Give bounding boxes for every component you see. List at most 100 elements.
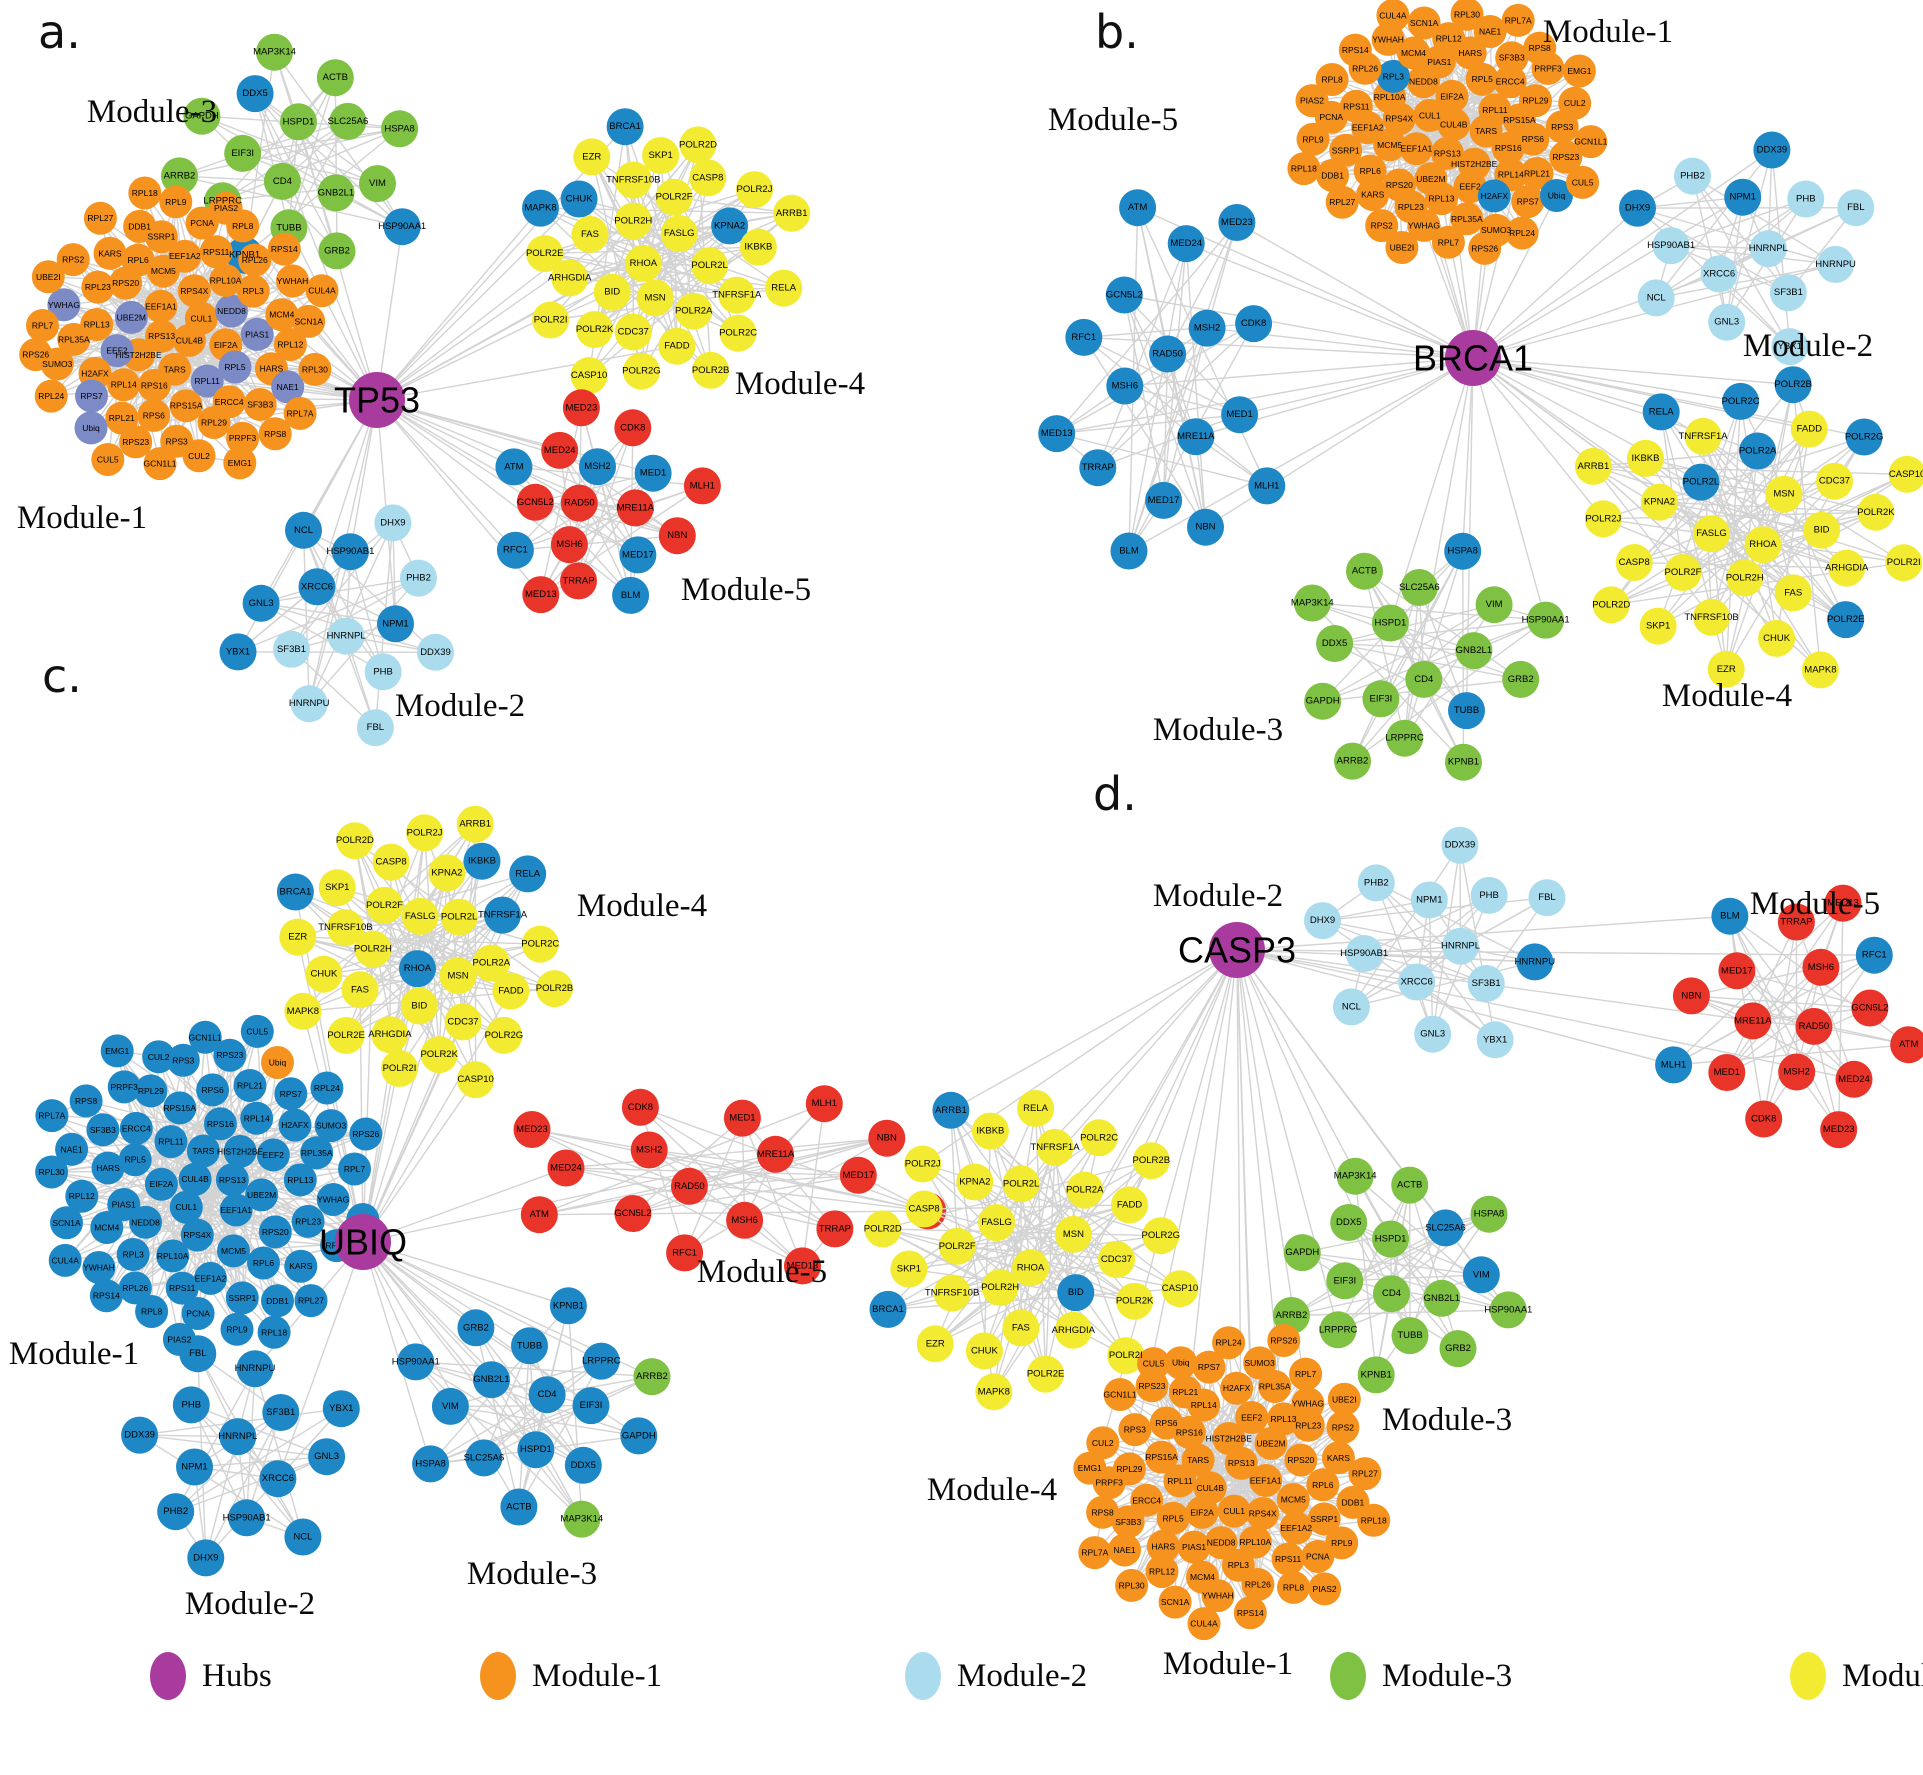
node-RPS23 (213, 1038, 247, 1072)
node-EEF1A1 (144, 289, 178, 323)
hub-label-UBIQ: UBIQ (319, 1222, 407, 1263)
node-RPL7A (1078, 1536, 1112, 1570)
node-POLR2C (521, 925, 559, 963)
hub-edge (1472, 357, 1810, 430)
node-SKP1 (890, 1250, 928, 1288)
node-PIAS2 (1295, 84, 1329, 118)
edge (295, 891, 555, 990)
hubs-swatch (150, 1652, 186, 1700)
hub-edge (1236, 949, 1417, 983)
edge (518, 1360, 602, 1508)
node-FBL (1528, 879, 1566, 917)
node-RPL27 (1325, 185, 1359, 219)
legend-label: Hubs (202, 1657, 272, 1694)
node-CD4 (263, 162, 301, 200)
node-HSP90AB1 (1652, 227, 1690, 265)
node-RPL18 (128, 176, 162, 210)
node-RPL8 (135, 1295, 169, 1328)
node-EEF1A2 (1279, 1511, 1313, 1545)
node-RPS6 (1516, 122, 1550, 156)
node-HSP90AA1 (397, 1343, 435, 1381)
node-HIST2H2BE (223, 1134, 257, 1168)
node-HIST2H2BE (1212, 1422, 1246, 1455)
edge (539, 1137, 887, 1216)
node-ARHGDIA (1828, 549, 1866, 587)
node-H2AFX (1220, 1371, 1254, 1405)
edge (290, 522, 394, 650)
module-label-c-module-1: Module-1 (9, 1336, 139, 1372)
node-TNFRSF1A (718, 276, 756, 314)
edge (302, 529, 384, 673)
node-DDX39 (1441, 826, 1479, 864)
node-MED17 (1145, 481, 1183, 519)
node-CHUK (965, 1332, 1003, 1370)
edge (1351, 961, 1535, 1008)
node-ATM (495, 448, 533, 486)
node-RPL6 (121, 243, 155, 277)
edge (1097, 414, 1240, 469)
node-YWHAG (1407, 208, 1441, 242)
edge (384, 823, 476, 906)
edge (956, 1189, 1085, 1247)
node-IKBKB (1627, 439, 1664, 477)
node-SCN1A (292, 304, 326, 338)
node-TUBB (1448, 692, 1485, 730)
node-RELA (1017, 1090, 1055, 1127)
node-POLR2E (1827, 601, 1865, 639)
node-DDX5 (236, 75, 274, 113)
node-EEF1A1 (219, 1193, 253, 1227)
edge (349, 551, 384, 672)
node-NCL (284, 1518, 322, 1556)
edge (191, 1404, 327, 1458)
node-MED24 (1835, 1060, 1873, 1098)
edge (359, 872, 448, 991)
edge (1673, 902, 1844, 1066)
node-CDC37 (444, 1003, 482, 1041)
node-CD4 (1405, 660, 1443, 698)
node-RPL35A (57, 322, 91, 356)
node-POLR2A (1739, 432, 1777, 470)
node-RPS26 (19, 338, 53, 372)
hub-edge (362, 1241, 602, 1362)
edge (539, 1185, 690, 1216)
node-H2AFX (1477, 179, 1511, 213)
node-DHX9 (1619, 189, 1656, 227)
node-TNFRSF10B (326, 909, 364, 947)
node-RPS3 (166, 1043, 200, 1077)
edge (1020, 1147, 1056, 1329)
node-TRRAP (1777, 903, 1815, 941)
edge (924, 1204, 1130, 1210)
node-RPS6 (137, 398, 171, 432)
node-PHB2 (1357, 864, 1395, 902)
node-NPM1 (1410, 881, 1448, 919)
node-RPS13 (145, 319, 179, 353)
node-SCN1A (50, 1206, 83, 1240)
node-DDX39 (1753, 131, 1791, 169)
module-label-a-module-4: Module-4 (735, 366, 865, 402)
node-SKP1 (318, 869, 356, 907)
hub-edge (1472, 207, 1638, 359)
node-MSN (1765, 475, 1803, 513)
node-RPL8 (1277, 1570, 1310, 1604)
edge (689, 1174, 859, 1187)
edge (1302, 1251, 1509, 1311)
node-PIAS2 (1308, 1572, 1342, 1606)
edge (801, 1103, 825, 1266)
node-SF3B1 (1467, 965, 1505, 1002)
node-RPL29 (197, 406, 231, 439)
edge (1710, 533, 1821, 671)
node-POLR2J (736, 171, 773, 209)
node-RPS3 (1118, 1413, 1152, 1447)
edge (515, 535, 678, 551)
node-SF3B3 (243, 388, 277, 421)
node-POLR2K (420, 1036, 458, 1074)
node-UBE2M (245, 1178, 279, 1212)
hub-edge (362, 1167, 567, 1243)
edge (1363, 571, 1406, 739)
edge (1645, 457, 1877, 513)
node-EMG1 (1073, 1451, 1107, 1485)
node-GCN5L2 (1851, 989, 1889, 1027)
node-GNB2L1 (1455, 632, 1493, 670)
hub-edge (1236, 221, 1474, 359)
